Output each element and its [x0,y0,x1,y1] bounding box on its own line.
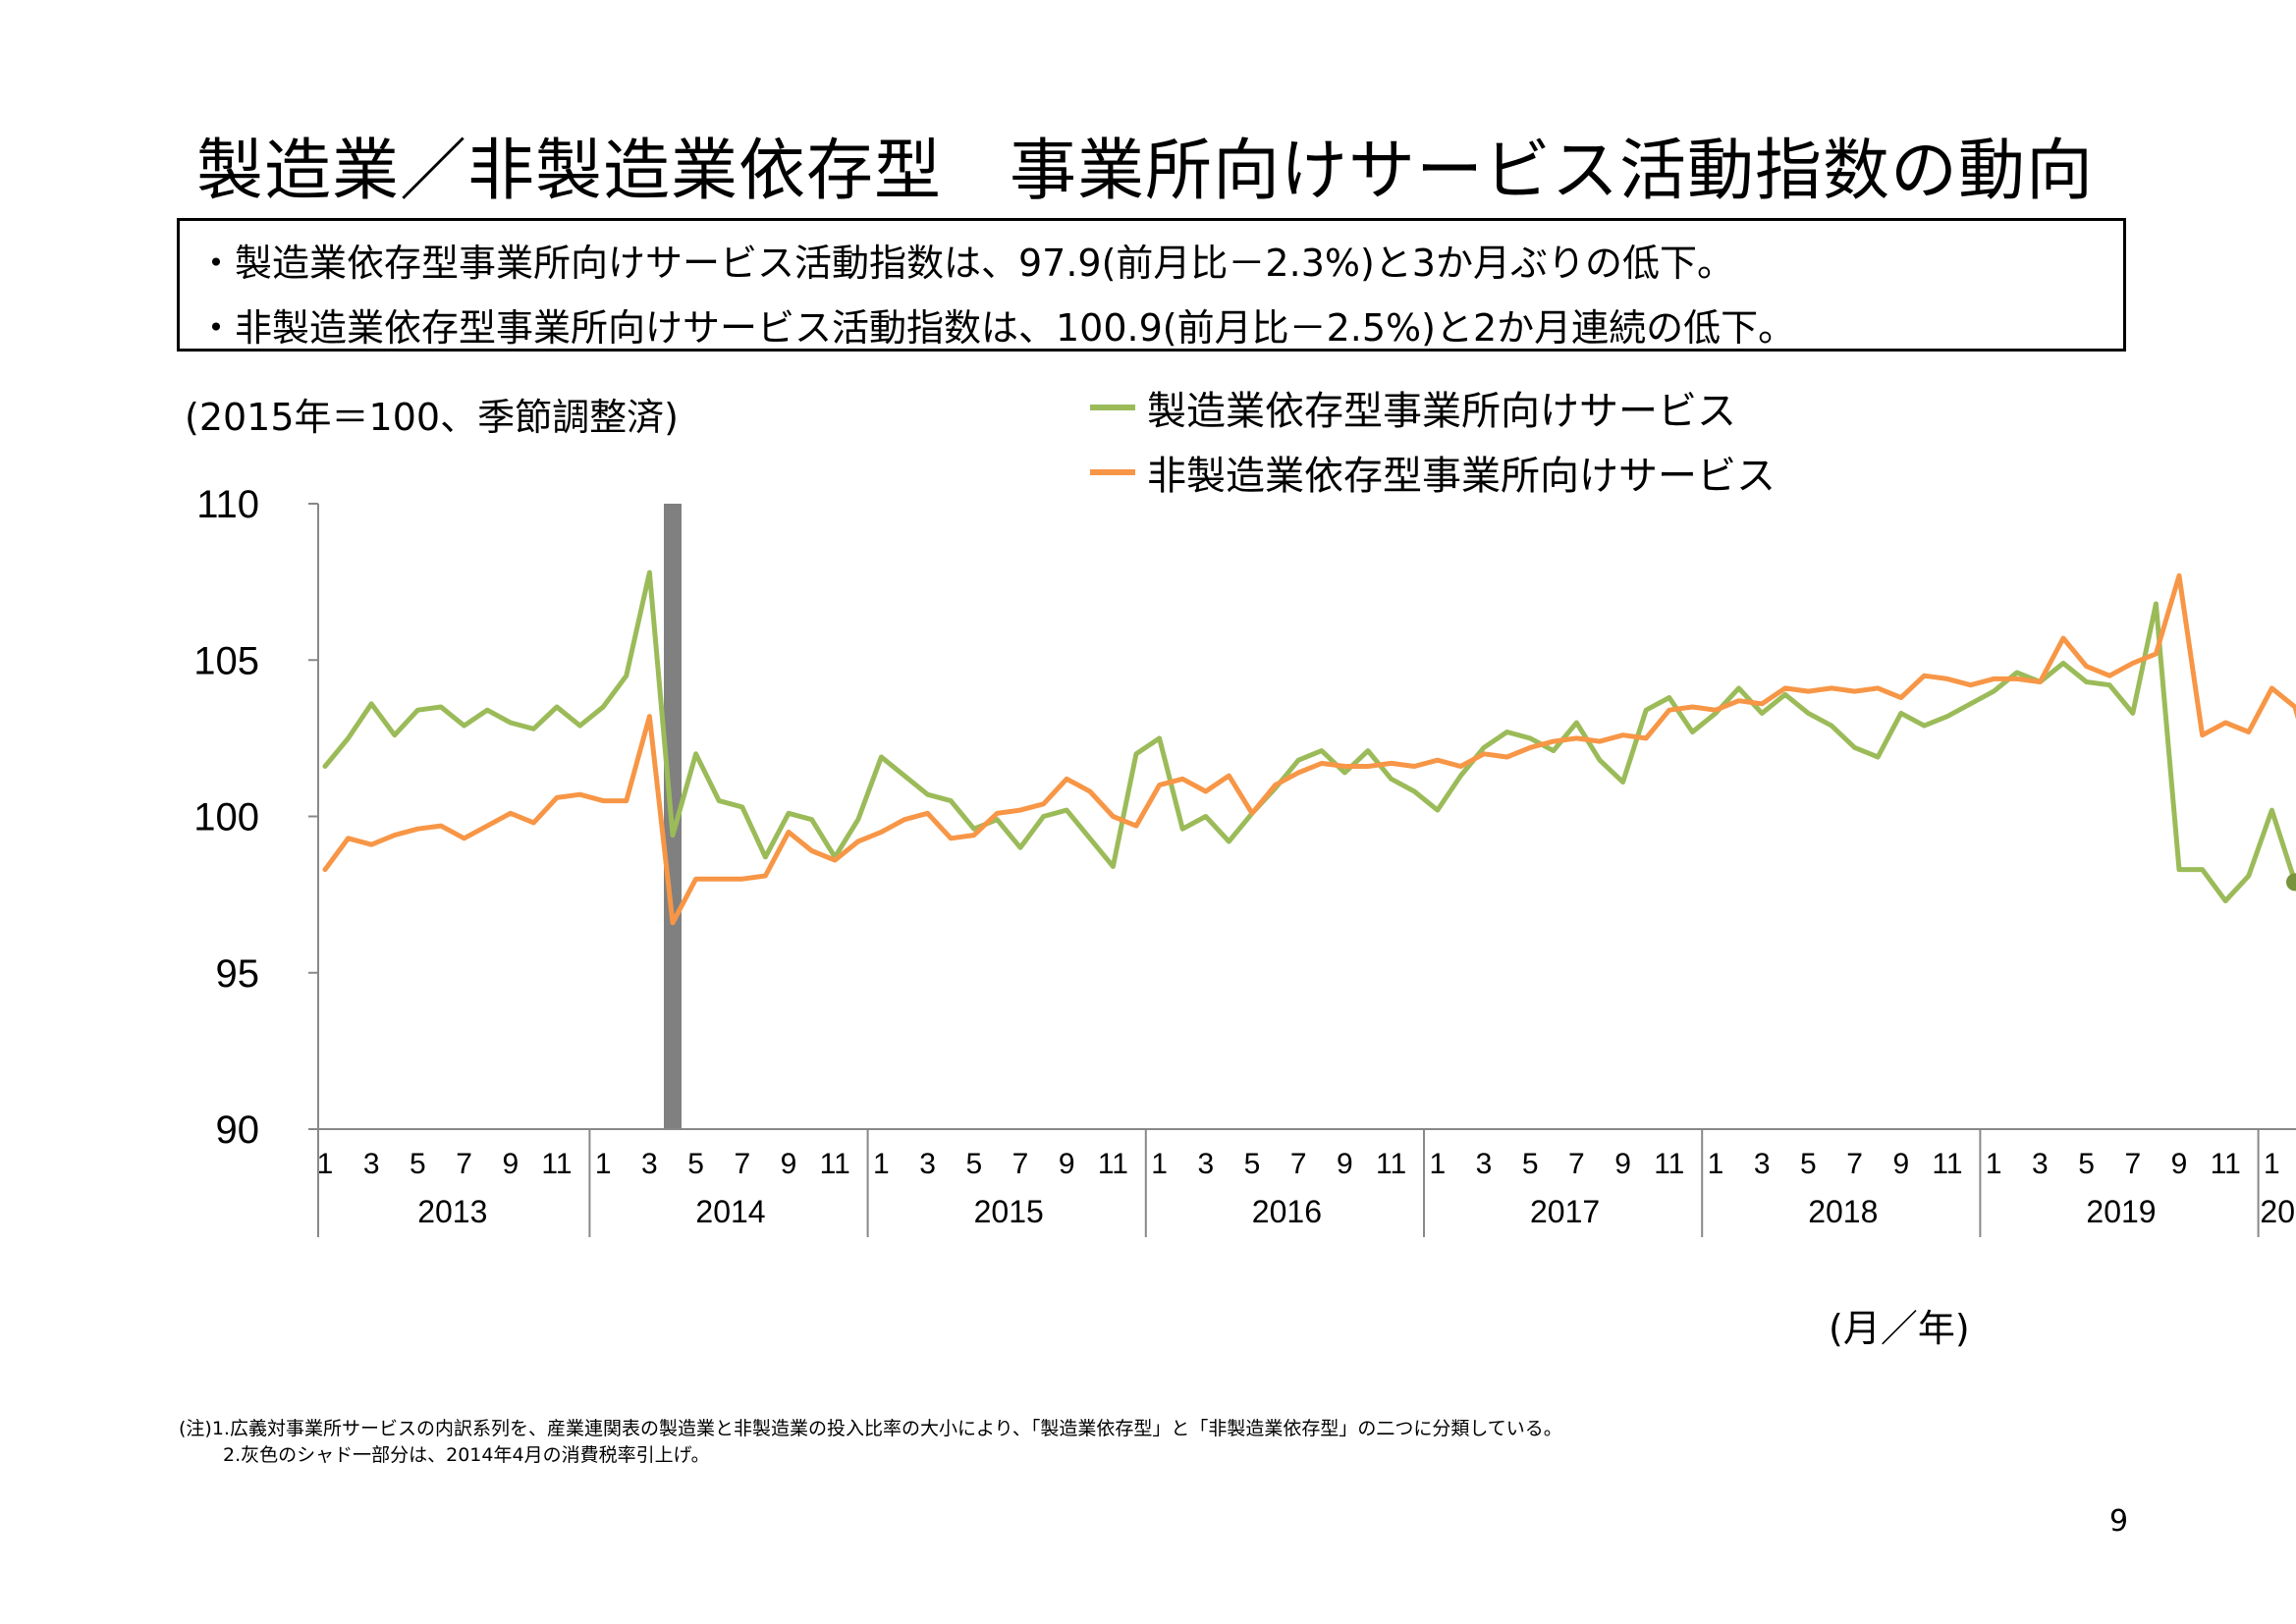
legend-label-manufacturing: 製造業依存型事業所向けサービス [1147,389,1736,434]
x-tick-label: 11 [2211,1148,2241,1180]
x-tick-label: 3 [2032,1148,2049,1180]
x-tick-label: 7 [734,1148,750,1180]
x-tick-label: 9 [1059,1148,1075,1180]
y-tick-label: 105 [193,639,259,682]
summary-line-2: ・非製造業依存型事業所向けサービス活動指数は、100.9(前月比－2.5%)と2… [197,306,1796,350]
series-line-manufacturing [322,569,2296,903]
x-tick-label: 7 [456,1148,472,1180]
x-tick-label: 9 [1892,1148,1909,1180]
y-tick-label: 100 [193,796,259,839]
x-year-label: 2014 [695,1194,765,1229]
x-tick-label: 3 [919,1148,936,1180]
series-line-non-manufacturing [322,572,2296,926]
x-tick-label: 11 [820,1148,850,1180]
series-end-marker-manufacturing [2286,873,2296,892]
summary-line-1: ・製造業依存型事業所向けサービス活動指数は、97.9(前月比－2.3%)と3か月… [197,242,1734,285]
x-tick-label: 3 [363,1148,380,1180]
x-year-label: 2019 [2086,1194,2156,1229]
x-tick-label: 9 [2171,1148,2188,1180]
x-year-label: 2015 [974,1194,1044,1229]
y-tick-label: 95 [216,952,260,996]
x-tick-label: 7 [1290,1148,1307,1180]
x-tick-label: 11 [1376,1148,1406,1180]
legend-item-manufacturing: 製造業依存型事業所向けサービス [1090,375,1776,440]
x-tick-label: 5 [2078,1148,2095,1180]
footnote-2: 2.灰色のシャド一部分は、2014年4月の消費税率引上げ。 [223,1444,710,1466]
x-tick-label: 1 [595,1148,612,1180]
x-year-label: 2020 [2260,1194,2296,1229]
legend-label-non-manufacturing: 非製造業依存型事業所向けサービス [1147,454,1776,499]
x-tick-label: 1 [1429,1148,1446,1180]
x-tick-label: 1 [1708,1148,1724,1180]
x-tick-label: 5 [410,1148,426,1180]
x-tick-label: 11 [1932,1148,1962,1180]
x-tick-label: 11 [1654,1148,1684,1180]
x-axis-unit-label: (月／年) [1829,1307,1970,1350]
chart-legend: 製造業依存型事業所向けサービス 非製造業依存型事業所向けサービス [1090,375,1776,505]
x-tick-label: 5 [965,1148,982,1180]
x-tick-label: 1 [317,1148,334,1180]
x-tick-label: 1 [873,1148,890,1180]
unit-label: (2015年＝100、季節調整済) [185,396,679,439]
x-tick-label: 1 [1151,1148,1168,1180]
x-tick-label: 7 [2124,1148,2141,1180]
x-tick-label: 9 [502,1148,519,1180]
x-year-label: 2013 [417,1194,487,1229]
x-tick-label: 3 [1476,1148,1493,1180]
x-tick-label: 7 [1846,1148,1863,1180]
x-tick-label: 5 [1800,1148,1817,1180]
y-tick-label: 90 [216,1109,260,1152]
x-tick-label: 3 [641,1148,658,1180]
x-tick-label: 3 [1197,1148,1214,1180]
y-tick-label: 110 [196,483,259,526]
page-title: 製造業／非製造業依存型 事業所向けサービス活動指数の動向 [196,133,2095,210]
summary-box: ・製造業依存型事業所向けサービス活動指数は、97.9(前月比－2.3%)と3か月… [177,218,2126,352]
x-tick-label: 9 [781,1148,797,1180]
legend-swatch-non-manufacturing [1090,469,1135,475]
page-number: 9 [2109,1504,2129,1539]
x-year-label: 2018 [1808,1194,1878,1229]
x-tick-label: 3 [1754,1148,1771,1180]
legend-item-non-manufacturing: 非製造業依存型事業所向けサービス [1090,440,1776,505]
x-tick-label: 7 [1012,1148,1029,1180]
x-tick-label: 5 [1244,1148,1261,1180]
x-tick-label: 5 [1522,1148,1539,1180]
x-year-label: 2016 [1252,1194,1322,1229]
legend-swatch-manufacturing [1090,405,1135,410]
x-tick-label: 9 [1614,1148,1631,1180]
footnote-1: (注)1.広義対事業所サービスの内訳系列を、産業連関表の製造業と非製造業の投入比… [179,1418,1562,1439]
x-tick-label: 5 [687,1148,704,1180]
x-tick-label: 1 [1986,1148,2002,1180]
x-tick-label: 11 [541,1148,572,1180]
x-year-label: 2017 [1530,1194,1600,1229]
x-tick-label: 9 [1337,1148,1353,1180]
x-tick-label: 7 [1568,1148,1585,1180]
x-tick-label: 1 [2264,1148,2280,1180]
x-tick-label: 11 [1098,1148,1128,1180]
